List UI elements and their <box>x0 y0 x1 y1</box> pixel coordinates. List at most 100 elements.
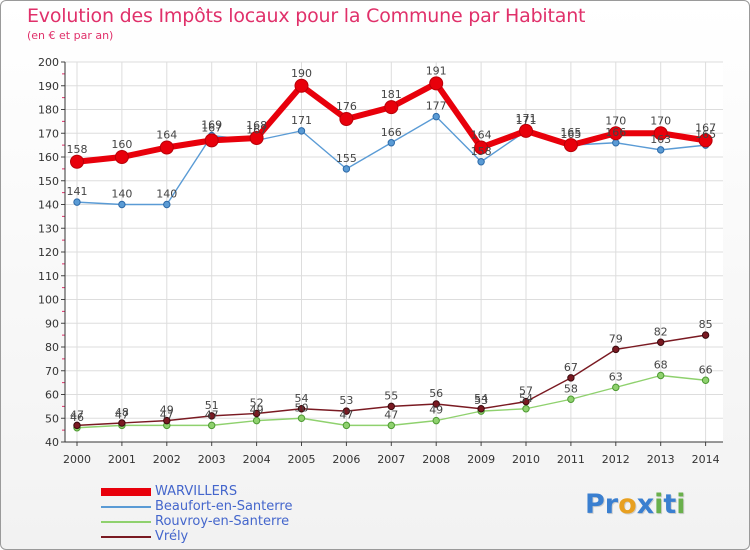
data-point <box>208 421 216 430</box>
data-label: 140 <box>111 188 132 201</box>
logo-letter: i <box>676 489 686 520</box>
data-point <box>342 407 351 415</box>
data-point <box>114 150 129 164</box>
data-point <box>522 397 530 406</box>
data-label: 49 <box>429 404 443 417</box>
data-label: 165 <box>560 126 581 139</box>
x-tick-label: 2012 <box>602 453 630 466</box>
data-label: 82 <box>654 325 668 338</box>
data-label: 168 <box>246 119 267 132</box>
data-label: 191 <box>426 64 447 77</box>
data-label: 53 <box>339 394 353 407</box>
data-point <box>387 402 395 411</box>
data-point <box>522 405 530 413</box>
y-tick-label: 180 <box>38 104 59 117</box>
x-tick-label: 2007 <box>377 453 405 466</box>
data-label: 47 <box>160 408 174 421</box>
data-label: 163 <box>650 133 671 146</box>
data-point <box>297 405 306 413</box>
y-tick-label: 190 <box>38 80 59 93</box>
data-point <box>657 338 665 346</box>
data-label: 171 <box>516 114 537 127</box>
data-label: 54 <box>474 392 488 405</box>
data-label: 171 <box>291 114 312 127</box>
data-point <box>477 158 485 166</box>
data-label: 49 <box>160 404 174 417</box>
x-tick-label: 2011 <box>557 453 585 466</box>
data-point <box>432 416 440 425</box>
data-point <box>163 200 171 209</box>
y-tick-label: 150 <box>38 175 59 188</box>
y-tick-label: 60 <box>45 389 59 402</box>
x-tick-label: 2008 <box>422 453 450 466</box>
data-point <box>297 127 306 135</box>
data-point <box>474 140 489 155</box>
data-label: 79 <box>609 332 623 345</box>
data-label: 85 <box>699 318 713 331</box>
data-label: 155 <box>336 152 357 165</box>
y-tick-label: 100 <box>38 294 59 307</box>
data-point <box>432 400 440 408</box>
data-point <box>339 112 354 126</box>
data-label: 67 <box>564 361 578 374</box>
y-tick-label: 70 <box>45 365 59 378</box>
data-point <box>297 414 306 422</box>
data-label: 165 <box>695 128 716 141</box>
data-point <box>118 419 126 427</box>
x-tick-label: 2005 <box>288 453 316 466</box>
data-point <box>657 146 665 154</box>
data-point <box>384 100 399 115</box>
y-tick-label: 200 <box>38 56 59 69</box>
y-tick-label: 90 <box>45 317 59 330</box>
data-point <box>249 131 264 145</box>
data-label: 46 <box>70 411 84 424</box>
x-tick-label: 2013 <box>647 453 675 466</box>
data-point <box>252 409 261 418</box>
data-label: 176 <box>336 100 357 113</box>
data-label: 170 <box>650 114 671 127</box>
data-point <box>657 371 665 380</box>
data-label: 63 <box>609 370 623 383</box>
data-label: 51 <box>205 399 219 412</box>
data-label: 49 <box>250 404 264 417</box>
logo-letter: x <box>636 489 655 520</box>
y-tick-label: 50 <box>45 412 59 425</box>
data-label: 52 <box>250 397 264 410</box>
data-label: 166 <box>605 126 626 139</box>
data-label: 55 <box>384 389 398 402</box>
data-label: 169 <box>201 119 222 132</box>
data-point <box>653 126 668 141</box>
x-tick-label: 2000 <box>63 453 91 466</box>
x-tick-label: 2003 <box>198 453 226 466</box>
data-point <box>294 78 309 93</box>
x-tick-label: 2009 <box>467 453 495 466</box>
legend-swatch <box>101 488 151 496</box>
data-label: 47 <box>384 408 398 421</box>
data-point <box>118 200 126 209</box>
data-label: 167 <box>246 123 267 136</box>
data-point <box>477 405 485 413</box>
legend-swatch <box>101 536 151 538</box>
data-point <box>698 133 713 148</box>
data-label: 47 <box>339 408 353 421</box>
x-tick-label: 2014 <box>692 453 720 466</box>
data-label: 170 <box>605 114 626 127</box>
data-label: 50 <box>295 401 309 414</box>
legend-label: Beaufort-en-Santerre <box>155 499 293 514</box>
data-label: 68 <box>654 359 668 372</box>
data-label: 56 <box>429 387 443 400</box>
data-point <box>73 421 81 430</box>
data-label: 57 <box>519 385 533 398</box>
data-label: 166 <box>381 126 402 139</box>
data-label: 181 <box>381 88 402 101</box>
data-label: 164 <box>156 129 177 142</box>
data-point <box>608 126 623 141</box>
data-label: 171 <box>516 112 537 125</box>
y-tick-label: 110 <box>38 270 59 283</box>
x-tick-label: 2010 <box>512 453 540 466</box>
data-point <box>163 416 171 425</box>
data-label: 66 <box>699 363 713 376</box>
y-tick-label: 80 <box>45 341 59 354</box>
data-point <box>612 383 620 392</box>
